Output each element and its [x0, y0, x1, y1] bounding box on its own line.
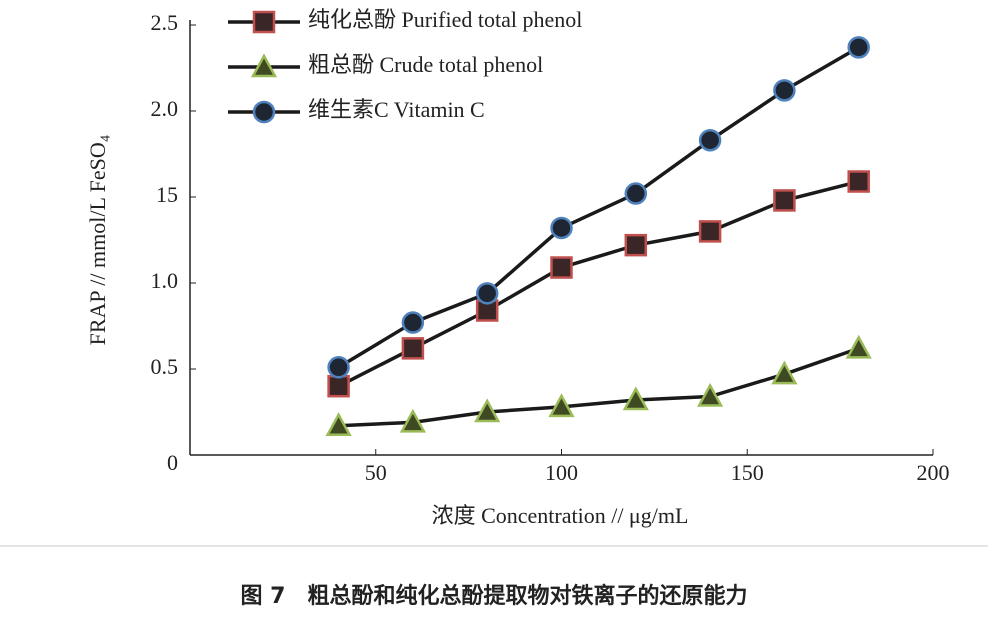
- data-point: [399, 408, 427, 433]
- data-point: [475, 282, 499, 305]
- separator: [0, 545, 988, 547]
- x-tick-label: 200: [917, 460, 950, 485]
- x-axis-label: 浓度 Concentration // μg/mL: [432, 503, 689, 528]
- y-tick-label: 2.0: [151, 96, 179, 121]
- legend-marker: [250, 53, 278, 78]
- data-point: [698, 220, 722, 243]
- legend-label: 粗总酚 Crude total phenol: [308, 52, 543, 77]
- series-line: [337, 179, 860, 388]
- data-point: [771, 360, 798, 385]
- y-tick-label: 0.5: [151, 354, 179, 379]
- series-line: [337, 45, 860, 369]
- x-tick-label: 50: [365, 460, 387, 485]
- data-point: [624, 233, 648, 257]
- caption: 图 7 粗总酚和纯化总酚提取物对铁离子的还原能力: [241, 583, 748, 609]
- legend-marker: [252, 100, 276, 124]
- data-point: [847, 36, 870, 59]
- data-point: [622, 386, 649, 411]
- data-point: [698, 128, 722, 152]
- data-point: [696, 382, 724, 407]
- data-point: [474, 398, 501, 423]
- y-tick-label: 15: [156, 182, 178, 207]
- data-point: [624, 182, 648, 205]
- series-line: [338, 346, 860, 428]
- data-point: [550, 256, 573, 279]
- data-point: [401, 311, 425, 334]
- legend-label: 维生素C Vitamin C: [308, 97, 485, 122]
- data-point: [325, 412, 352, 437]
- data-point: [773, 79, 796, 102]
- data-point: [550, 216, 573, 240]
- data-point: [327, 356, 350, 379]
- legend-marker: [252, 10, 276, 34]
- x-tick-label: 150: [731, 460, 764, 485]
- legend-label: 纯化总酚 Purified total phenol: [308, 7, 582, 32]
- data-point: [401, 337, 425, 360]
- data-point: [327, 374, 350, 398]
- y-axis-label: FRAP // mmol/L FeSO₄: [85, 135, 110, 346]
- data-point: [845, 334, 872, 359]
- data-point: [773, 189, 796, 212]
- data-point: [847, 170, 870, 193]
- y-tick-label: 0: [167, 450, 178, 475]
- data-point: [548, 393, 575, 418]
- x-tick-label: 100: [545, 460, 578, 485]
- y-tick-label: 2.5: [151, 10, 179, 35]
- y-tick-label: 1.0: [151, 268, 179, 293]
